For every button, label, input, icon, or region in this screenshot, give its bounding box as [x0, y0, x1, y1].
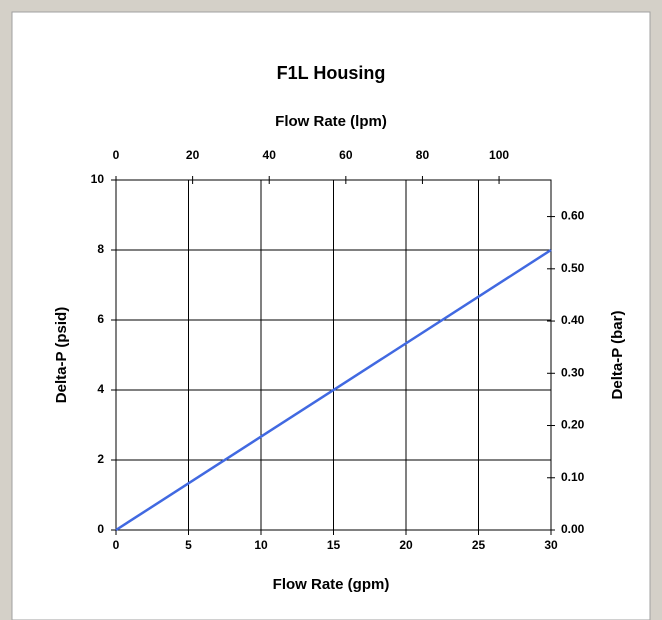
chart-title: F1L Housing	[277, 63, 386, 83]
x2-tick-label: 60	[339, 148, 353, 162]
y2-axis-label: Delta-P (bar)	[609, 311, 626, 400]
y2-tick-label: 0.20	[561, 418, 585, 432]
x2-tick-label: 40	[263, 148, 277, 162]
data-line	[115, 248, 552, 532]
x-tick-label: 25	[472, 538, 486, 552]
y-tick-label: 0	[97, 522, 104, 536]
panel	[11, 11, 651, 620]
x-tick-label: 5	[185, 538, 192, 552]
x-axis-label: Flow Rate (gpm)	[273, 576, 390, 593]
x2-tick-label: 0	[113, 148, 120, 162]
y2-tick-label: 0.60	[561, 209, 585, 223]
plot-frame	[115, 179, 552, 531]
x-tick-label: 10	[254, 538, 268, 552]
x-tick-label: 20	[399, 538, 413, 552]
y-axis-label: Delta-P (psid)	[53, 307, 70, 403]
x-tick-label: 15	[327, 538, 341, 552]
y2-tick-label: 0.00	[561, 522, 585, 536]
x2-tick-label: 100	[489, 148, 509, 162]
y-tick-label: 10	[91, 172, 105, 186]
y2-tick-label: 0.50	[561, 261, 585, 275]
y-tick-label: 2	[97, 452, 104, 466]
y2-tick-label: 0.30	[561, 365, 585, 379]
y2-tick-label: 0.10	[561, 470, 585, 484]
y-tick-label: 8	[97, 242, 104, 256]
y-tick-label: 6	[97, 312, 104, 326]
x-tick-label: 30	[544, 538, 558, 552]
y2-tick-label: 0.40	[561, 313, 585, 327]
x2-tick-label: 20	[186, 148, 200, 162]
x2-tick-label: 80	[416, 148, 430, 162]
x-tick-label: 0	[113, 538, 120, 552]
x2-axis-label: Flow Rate (lpm)	[275, 113, 387, 130]
y-tick-label: 4	[97, 382, 104, 396]
